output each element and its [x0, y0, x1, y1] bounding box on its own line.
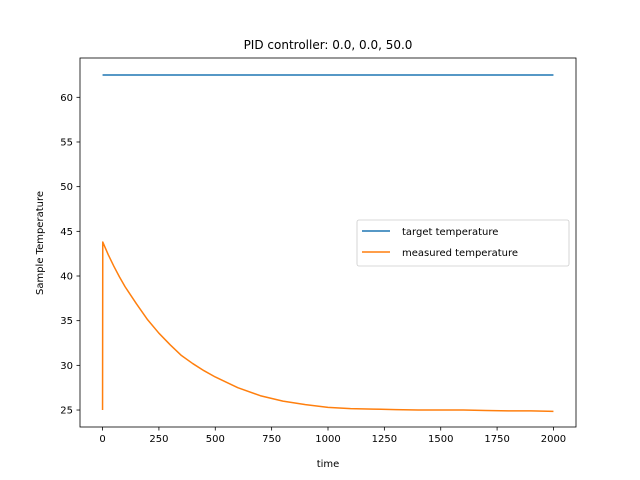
x-tick-label: 250	[149, 434, 168, 445]
y-tick-label: 45	[60, 227, 73, 238]
y-tick-label: 60	[60, 93, 73, 104]
x-tick-label: 1000	[315, 434, 340, 445]
legend: target temperature measured temperature	[356, 219, 570, 267]
y-tick-label: 30	[60, 361, 73, 372]
series-line-2	[101, 241, 554, 413]
x-tick-label: 750	[262, 434, 281, 445]
y-axis-label: Sample Temperature	[35, 191, 46, 295]
x-tick-label: 500	[206, 434, 225, 445]
x-tick-label: 0	[99, 434, 105, 445]
y-tick-label: 35	[60, 316, 73, 327]
x-tick-label: 1750	[484, 434, 509, 445]
legend-label-2: measured temperature	[402, 248, 518, 259]
x-tick-label: 2000	[541, 434, 566, 445]
x-tick-label: 1250	[372, 434, 397, 445]
y-tick-label: 25	[60, 406, 73, 417]
x-axis-label: time	[317, 459, 340, 470]
y-tick-label: 50	[60, 182, 73, 193]
y-tick-label: 40	[60, 272, 73, 283]
chart-title: PID controller: 0.0, 0.0, 50.0	[244, 38, 413, 52]
legend-label-1: target temperature	[402, 227, 498, 238]
plot-area: 0 250 500 750 1000 1250 1500 1750 2000 25 30 35 40 45…	[60, 57, 577, 445]
y-tick-label: 55	[60, 137, 73, 148]
legend-box	[356, 219, 570, 267]
x-tick-label: 1500	[428, 434, 453, 445]
